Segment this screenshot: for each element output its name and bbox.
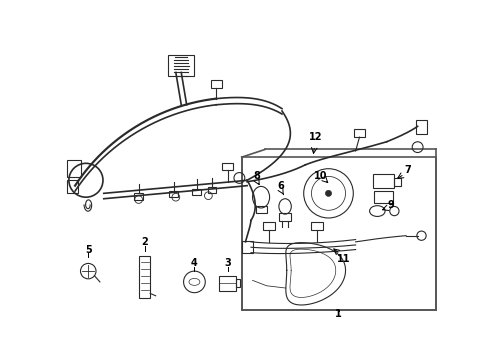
Text: 6: 6 <box>277 181 284 191</box>
Bar <box>67 160 81 177</box>
Bar <box>219 276 236 291</box>
Text: 1: 1 <box>334 309 341 319</box>
Text: 3: 3 <box>224 258 231 269</box>
Text: 5: 5 <box>85 244 91 255</box>
Bar <box>262 222 274 230</box>
Bar <box>241 157 435 310</box>
Bar <box>192 189 201 195</box>
Text: 9: 9 <box>386 200 393 210</box>
Text: 11: 11 <box>337 254 350 264</box>
Text: 12: 12 <box>308 132 322 142</box>
Bar <box>134 193 143 199</box>
Bar <box>67 180 78 193</box>
Bar <box>278 213 291 221</box>
Bar <box>208 187 216 193</box>
Text: 8: 8 <box>252 171 259 181</box>
Bar <box>255 206 266 213</box>
Bar <box>393 178 400 186</box>
Bar <box>139 256 150 298</box>
Bar <box>373 191 392 203</box>
Bar <box>310 222 323 230</box>
Circle shape <box>325 190 331 197</box>
Bar <box>372 174 393 188</box>
Bar <box>168 191 178 197</box>
Text: 2: 2 <box>141 237 148 247</box>
Bar <box>222 163 233 170</box>
Bar <box>415 120 426 134</box>
Text: 10: 10 <box>313 171 327 181</box>
Bar <box>168 55 194 76</box>
Bar <box>353 130 364 137</box>
Text: 7: 7 <box>404 165 410 175</box>
Bar <box>236 279 240 287</box>
Bar <box>242 241 253 253</box>
Text: 4: 4 <box>191 258 197 269</box>
Bar <box>210 80 221 88</box>
